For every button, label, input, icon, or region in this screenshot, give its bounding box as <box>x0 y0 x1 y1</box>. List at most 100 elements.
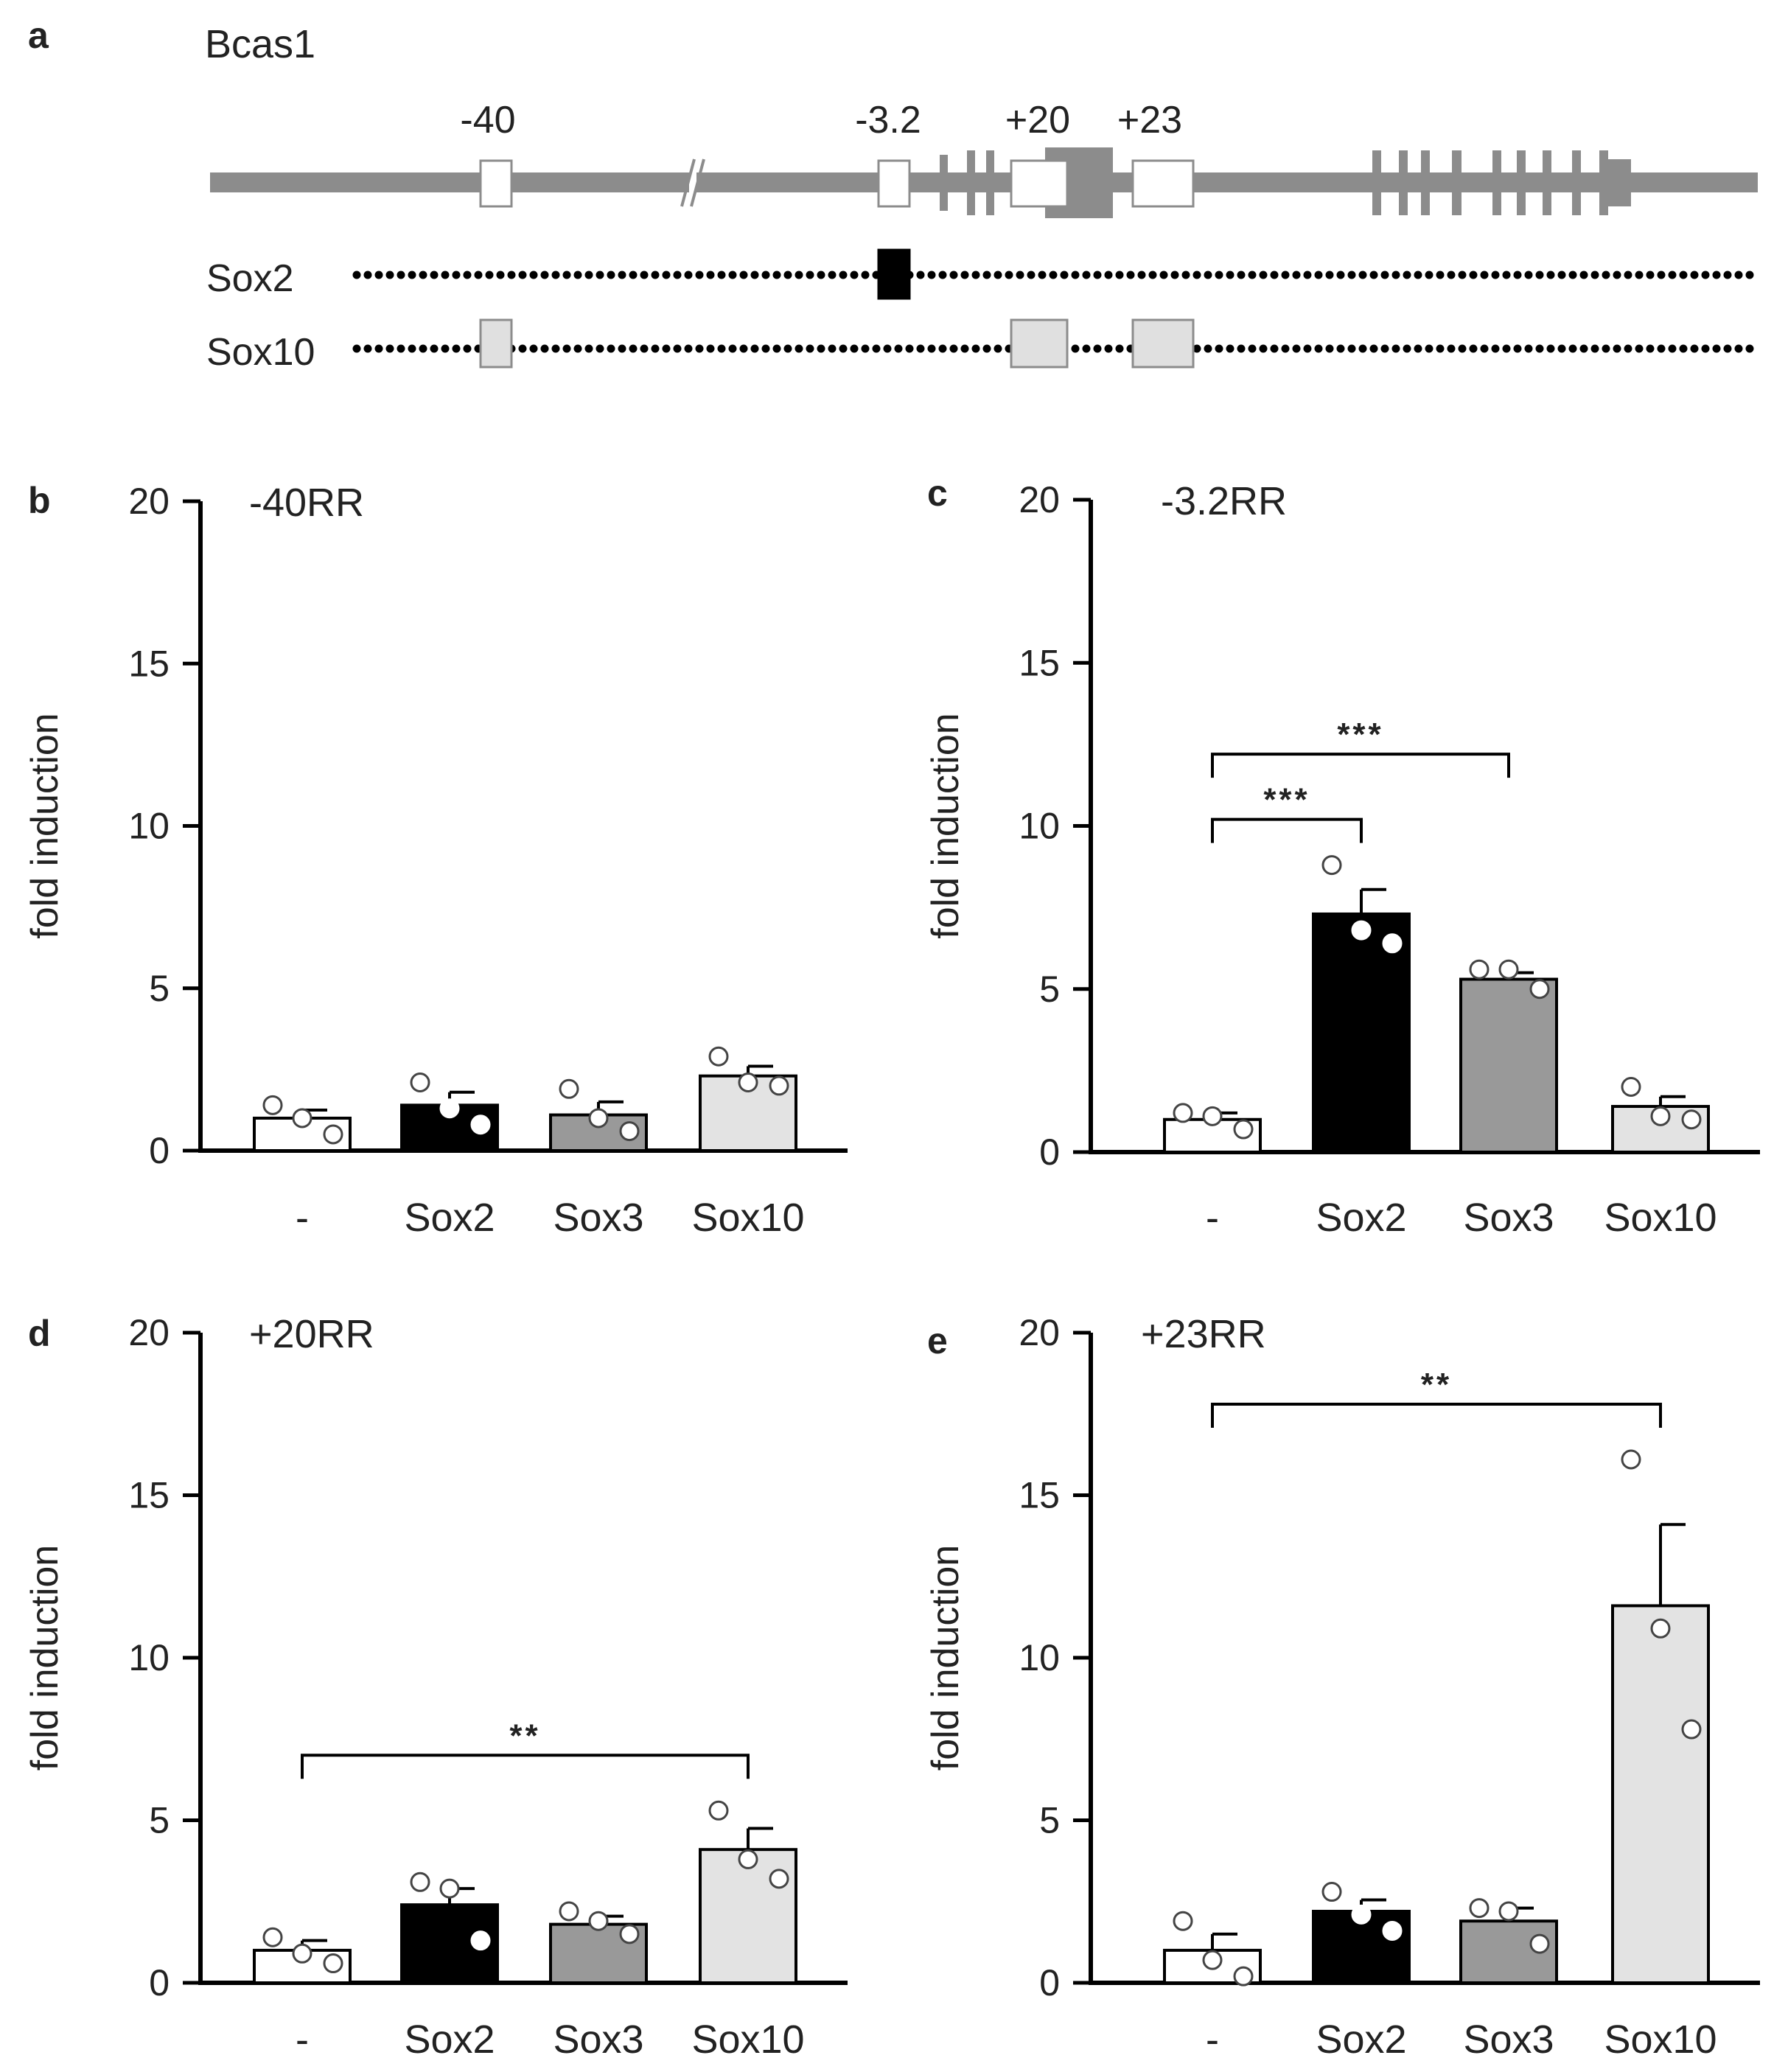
data-point <box>439 1098 460 1119</box>
panel-letter-a: a <box>28 15 49 56</box>
data-point <box>1650 1106 1671 1126</box>
region-box-plus20 <box>1010 159 1069 208</box>
exon <box>1421 150 1430 215</box>
y-tick-label: 20 <box>128 481 170 522</box>
exon <box>1399 150 1408 215</box>
data-point <box>708 1800 729 1821</box>
data-point <box>323 1953 343 1974</box>
region-box-minus3-2 <box>877 159 911 208</box>
exon-3prime <box>1605 159 1631 206</box>
panel-letter-b: b <box>28 480 51 521</box>
y-tick-label: 10 <box>128 1637 170 1678</box>
panel-letter-d: d <box>28 1313 51 1354</box>
data-point <box>470 1930 491 1951</box>
data-point <box>262 1927 283 1947</box>
data-point <box>588 1108 609 1129</box>
panel-d-plus20rr-chart: d +20RR fold induction 0 5 10 15 20 - Sox2 Sox3 So… <box>24 1312 848 2062</box>
data-point <box>1202 1106 1223 1126</box>
data-point <box>1621 1077 1641 1097</box>
x-category-label: Sox10 <box>1604 1196 1717 1240</box>
panel-e-plus23rr-chart: e +23RR fold induction 0 5 10 15 20 - Sox2 Sox3 So… <box>924 1312 1760 2062</box>
significance-bracket <box>1211 817 1363 843</box>
data-point <box>738 1849 758 1869</box>
data-point <box>1233 1966 1254 1986</box>
data-point <box>1681 1719 1702 1740</box>
y-tick-label: 15 <box>1019 642 1060 683</box>
region-label-plus23: +23 <box>1117 99 1182 142</box>
significance-label: *** <box>1337 716 1383 753</box>
bar-sox3 <box>1459 977 1558 1154</box>
x-category-label: Sox10 <box>1604 2017 1717 2062</box>
data-point <box>1382 933 1403 954</box>
y-tick-label: 0 <box>1039 1131 1060 1173</box>
region-box-minus40 <box>479 159 513 208</box>
panel-b-minus40rr-chart: b -40RR fold induction 0 5 10 15 20 - Sox2 Sox3 So… <box>24 480 848 1240</box>
significance-bracket <box>1211 1403 1662 1429</box>
data-point <box>559 1901 579 1922</box>
region-label-minus40: -40 <box>460 99 515 142</box>
data-point <box>1351 1904 1372 1925</box>
bar-sox2 <box>1312 912 1411 1154</box>
region-box-plus23 <box>1131 159 1195 208</box>
data-point <box>1469 1898 1490 1919</box>
data-point <box>323 1124 343 1145</box>
chart-title: +23RR <box>1141 1312 1266 1356</box>
x-category-label: - <box>296 1196 309 1240</box>
x-category-label: Sox3 <box>553 2017 643 2062</box>
data-point <box>292 1943 312 1964</box>
data-point <box>410 1072 430 1092</box>
gene-name: Bcas1 <box>205 22 315 66</box>
exon <box>967 150 975 215</box>
data-point <box>1469 959 1490 980</box>
sox2-binding-minus3-2 <box>877 248 911 300</box>
chart-title: -40RR <box>249 481 364 525</box>
data-point <box>1321 855 1342 876</box>
x-category-label: Sox2 <box>1316 2017 1406 2062</box>
regulatory-regions <box>479 159 1195 208</box>
sox10-binding-minus40 <box>479 318 513 369</box>
data-point <box>619 1121 640 1142</box>
y-tick-label: 10 <box>128 806 170 847</box>
panel-letter-e: e <box>927 1320 948 1361</box>
y-tick-label: 5 <box>1039 1800 1060 1841</box>
y-tick-label: 5 <box>1039 969 1060 1010</box>
data-point <box>470 1115 491 1135</box>
data-point <box>1173 1911 1193 1931</box>
gene-line-right <box>696 172 1758 192</box>
data-point <box>769 1075 789 1096</box>
significance-bracket <box>301 1754 750 1779</box>
significance-label: ** <box>509 1717 540 1754</box>
data-point <box>1202 1950 1223 1970</box>
data-point <box>410 1872 430 1892</box>
x-category-label: Sox3 <box>1463 1196 1554 1240</box>
data-point <box>769 1869 789 1889</box>
axis-break-mark <box>680 158 705 207</box>
data-point <box>439 1878 460 1899</box>
x-category-label: Sox2 <box>404 2017 495 2062</box>
x-category-label: Sox10 <box>691 2017 804 2062</box>
y-tick-label: 20 <box>1019 479 1060 520</box>
y-tick-label: 15 <box>128 643 170 684</box>
gene-line-left <box>210 172 689 192</box>
data-point <box>1650 1618 1671 1639</box>
significance-label: ** <box>1421 1367 1452 1403</box>
data-point <box>1529 979 1550 1000</box>
y-tick-label: 0 <box>1039 1962 1060 2003</box>
y-tick-label: 15 <box>128 1475 170 1516</box>
data-point <box>292 1108 312 1129</box>
data-point <box>1621 1449 1641 1470</box>
data-point <box>1173 1103 1193 1123</box>
sox10-binding-plus20 <box>1010 318 1069 369</box>
exon <box>1492 150 1501 215</box>
exon <box>1572 150 1581 215</box>
track-label-sox10: Sox10 <box>206 331 315 374</box>
y-tick-label: 15 <box>1019 1475 1060 1516</box>
exon <box>1517 150 1526 215</box>
data-point <box>708 1046 729 1067</box>
exon <box>1372 150 1381 215</box>
y-tick-label: 20 <box>1019 1312 1060 1353</box>
y-tick-label: 5 <box>149 968 170 1009</box>
significance-label: *** <box>1263 782 1310 818</box>
x-category-label: - <box>1206 1196 1219 1240</box>
